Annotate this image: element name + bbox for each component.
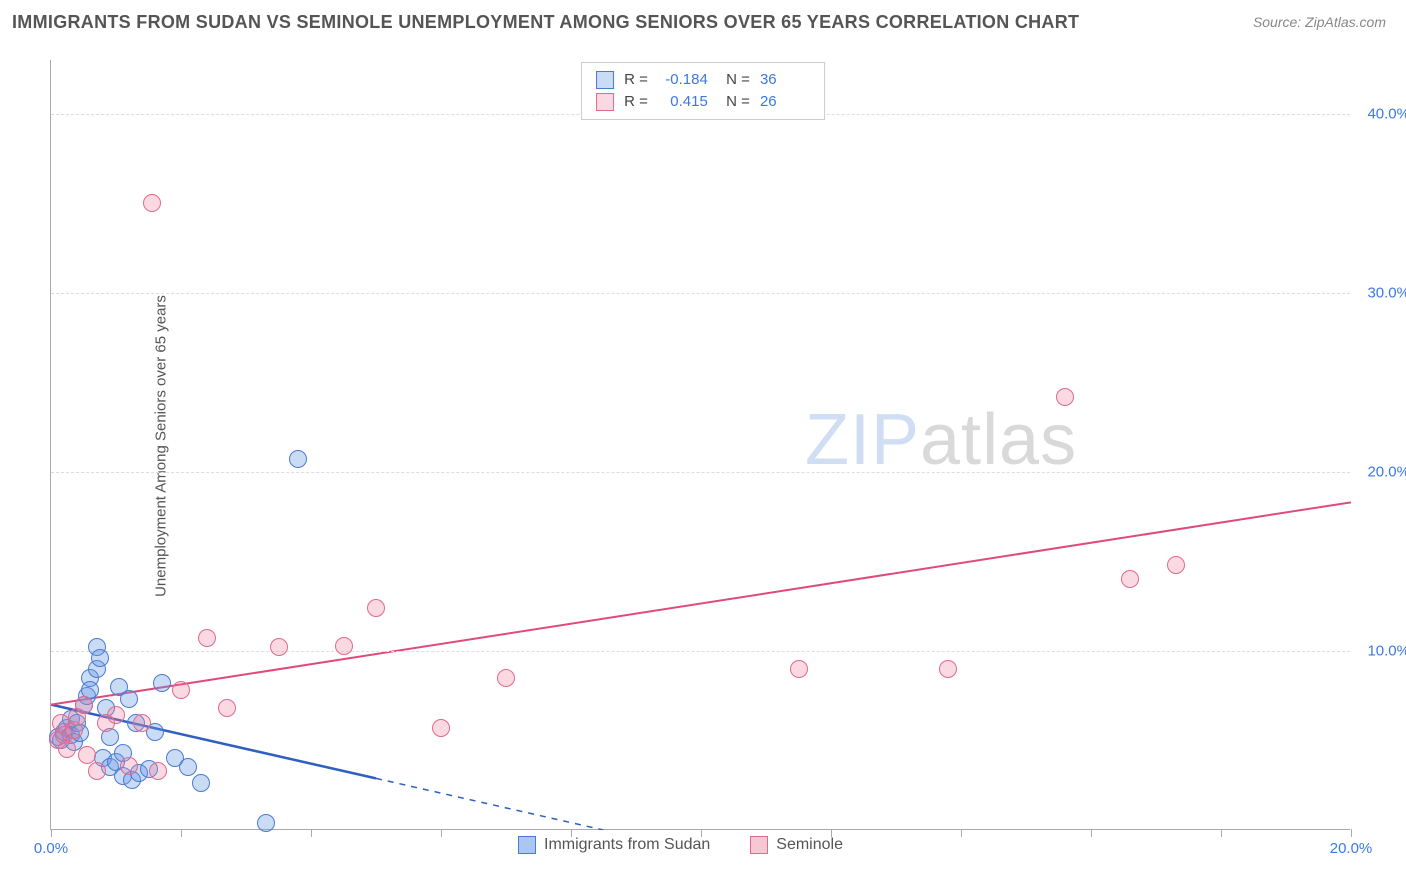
source-attribution: Source: ZipAtlas.com <box>1253 14 1386 30</box>
scatter-point <box>270 638 288 656</box>
x-axis-legend: Immigrants from Sudan Seminole <box>518 836 843 854</box>
scatter-point <box>1167 556 1185 574</box>
scatter-point <box>120 757 138 775</box>
watermark: ZIPatlas <box>805 399 1077 481</box>
y-tick-label: 40.0% <box>1367 105 1406 122</box>
x-tick <box>51 829 52 837</box>
scatter-point <box>790 660 808 678</box>
watermark-zip: ZIP <box>805 400 920 480</box>
source-label: Source: <box>1253 14 1305 30</box>
scatter-point <box>78 746 96 764</box>
x-tick-label: 20.0% <box>1330 840 1373 857</box>
scatter-point <box>88 762 106 780</box>
y-tick-label: 20.0% <box>1367 463 1406 480</box>
scatter-point <box>367 599 385 617</box>
scatter-point <box>1056 388 1074 406</box>
watermark-atlas: atlas <box>920 400 1077 480</box>
x-legend-item: Immigrants from Sudan <box>518 836 710 854</box>
plot-area: ZIPatlas 10.0%20.0%30.0%40.0%0.0%20.0% <box>50 60 1350 830</box>
scatter-point <box>149 762 167 780</box>
source-value: ZipAtlas.com <box>1305 14 1386 30</box>
legend-row: R = -0.184 N = 36 <box>596 69 810 91</box>
legend-n-value: 26 <box>760 91 810 113</box>
chart-container: IMMIGRANTS FROM SUDAN VS SEMINOLE UNEMPL… <box>0 0 1406 892</box>
scatter-point <box>133 714 151 732</box>
x-legend-label: Immigrants from Sudan <box>544 836 710 854</box>
x-tick <box>181 829 182 837</box>
scatter-point <box>257 814 275 832</box>
x-legend-label: Seminole <box>776 836 843 854</box>
x-tick <box>1091 829 1092 837</box>
scatter-point <box>107 706 125 724</box>
legend-r-value: -0.184 <box>658 69 708 91</box>
x-tick <box>311 829 312 837</box>
scatter-point <box>153 674 171 692</box>
y-tick-label: 10.0% <box>1367 642 1406 659</box>
scatter-point <box>335 637 353 655</box>
chart-title: IMMIGRANTS FROM SUDAN VS SEMINOLE UNEMPL… <box>12 12 1079 33</box>
x-tick <box>441 829 442 837</box>
legend-r-label: R = <box>624 91 648 113</box>
scatter-point <box>192 774 210 792</box>
scatter-point <box>75 696 93 714</box>
scatter-point <box>179 758 197 776</box>
legend-swatch <box>596 71 614 89</box>
legend-swatch <box>596 93 614 111</box>
correlation-legend: R = -0.184 N = 36 R = 0.415 N = 26 <box>581 62 825 120</box>
legend-swatch <box>518 836 536 854</box>
x-tick <box>1351 829 1352 837</box>
legend-n-label: N = <box>718 69 750 91</box>
legend-r-label: R = <box>624 69 648 91</box>
scatter-point <box>198 629 216 647</box>
scatter-point <box>91 649 109 667</box>
x-tick <box>961 829 962 837</box>
scatter-point <box>143 194 161 212</box>
x-tick <box>1221 829 1222 837</box>
x-tick-label: 0.0% <box>34 840 68 857</box>
scatter-point <box>1121 570 1139 588</box>
trendlines-svg <box>51 60 1351 830</box>
scatter-point <box>497 669 515 687</box>
gridline <box>51 472 1350 473</box>
legend-swatch <box>750 836 768 854</box>
gridline <box>51 651 1350 652</box>
scatter-point <box>939 660 957 678</box>
legend-row: R = 0.415 N = 26 <box>596 91 810 113</box>
x-legend-item: Seminole <box>750 836 843 854</box>
scatter-point <box>172 681 190 699</box>
legend-n-value: 36 <box>760 69 810 91</box>
scatter-point <box>58 740 76 758</box>
scatter-point <box>120 690 138 708</box>
scatter-point <box>289 450 307 468</box>
scatter-point <box>218 699 236 717</box>
y-tick-label: 30.0% <box>1367 284 1406 301</box>
scatter-point <box>432 719 450 737</box>
legend-n-label: N = <box>718 91 750 113</box>
gridline <box>51 293 1350 294</box>
legend-r-value: 0.415 <box>658 91 708 113</box>
